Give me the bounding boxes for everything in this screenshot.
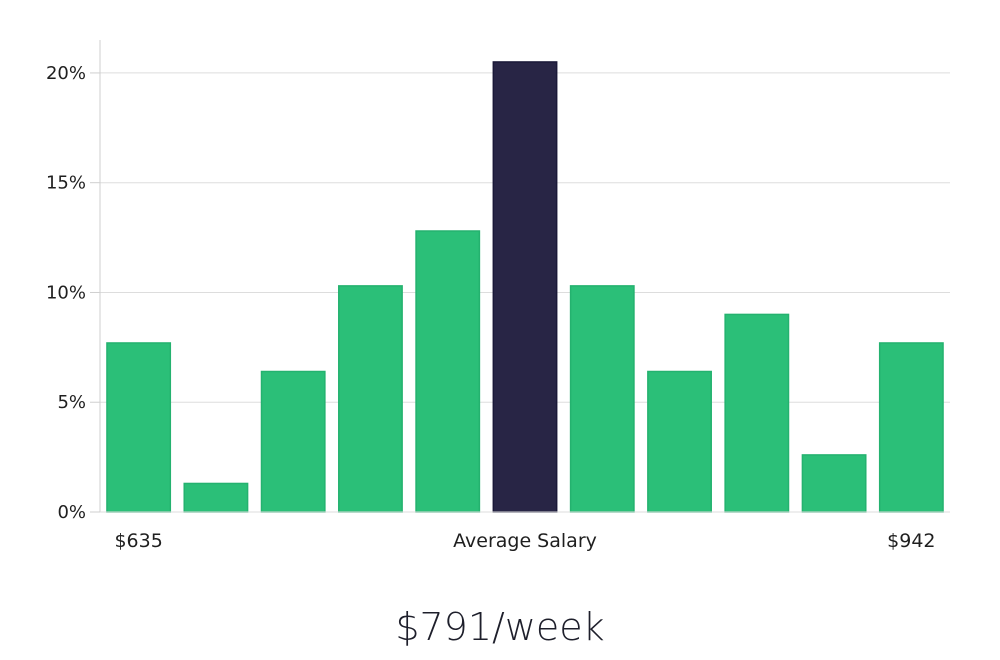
histogram-bar (183, 482, 249, 513)
histogram-bar (260, 370, 326, 513)
histogram-bar (338, 285, 403, 513)
y-tick-label: 0% (57, 502, 86, 523)
highlighted-bar (492, 61, 558, 513)
histogram-bar (415, 230, 481, 513)
histogram-bar (724, 313, 790, 513)
histogram-bar (878, 342, 944, 513)
histogram-bar (647, 370, 712, 513)
label-layer: 0% 5% 10% 15% 20% $635 Average Salary $942 (46, 63, 936, 552)
x-label-max-salary: $942 (887, 530, 935, 552)
y-tick-label: 15% (46, 173, 86, 194)
x-label-average-salary: Average Salary (453, 530, 597, 552)
bar-layer (106, 61, 944, 513)
x-label-min-salary: $635 (114, 530, 162, 552)
y-tick-label: 10% (46, 282, 86, 303)
histogram-bar (569, 285, 635, 513)
y-tick-label: 20% (46, 63, 86, 84)
histogram-bar (801, 454, 867, 513)
y-tick-label: 5% (57, 392, 86, 413)
histogram-bar (106, 342, 172, 513)
axis-layer (90, 40, 950, 513)
average-salary-value: $791/week (395, 605, 605, 649)
